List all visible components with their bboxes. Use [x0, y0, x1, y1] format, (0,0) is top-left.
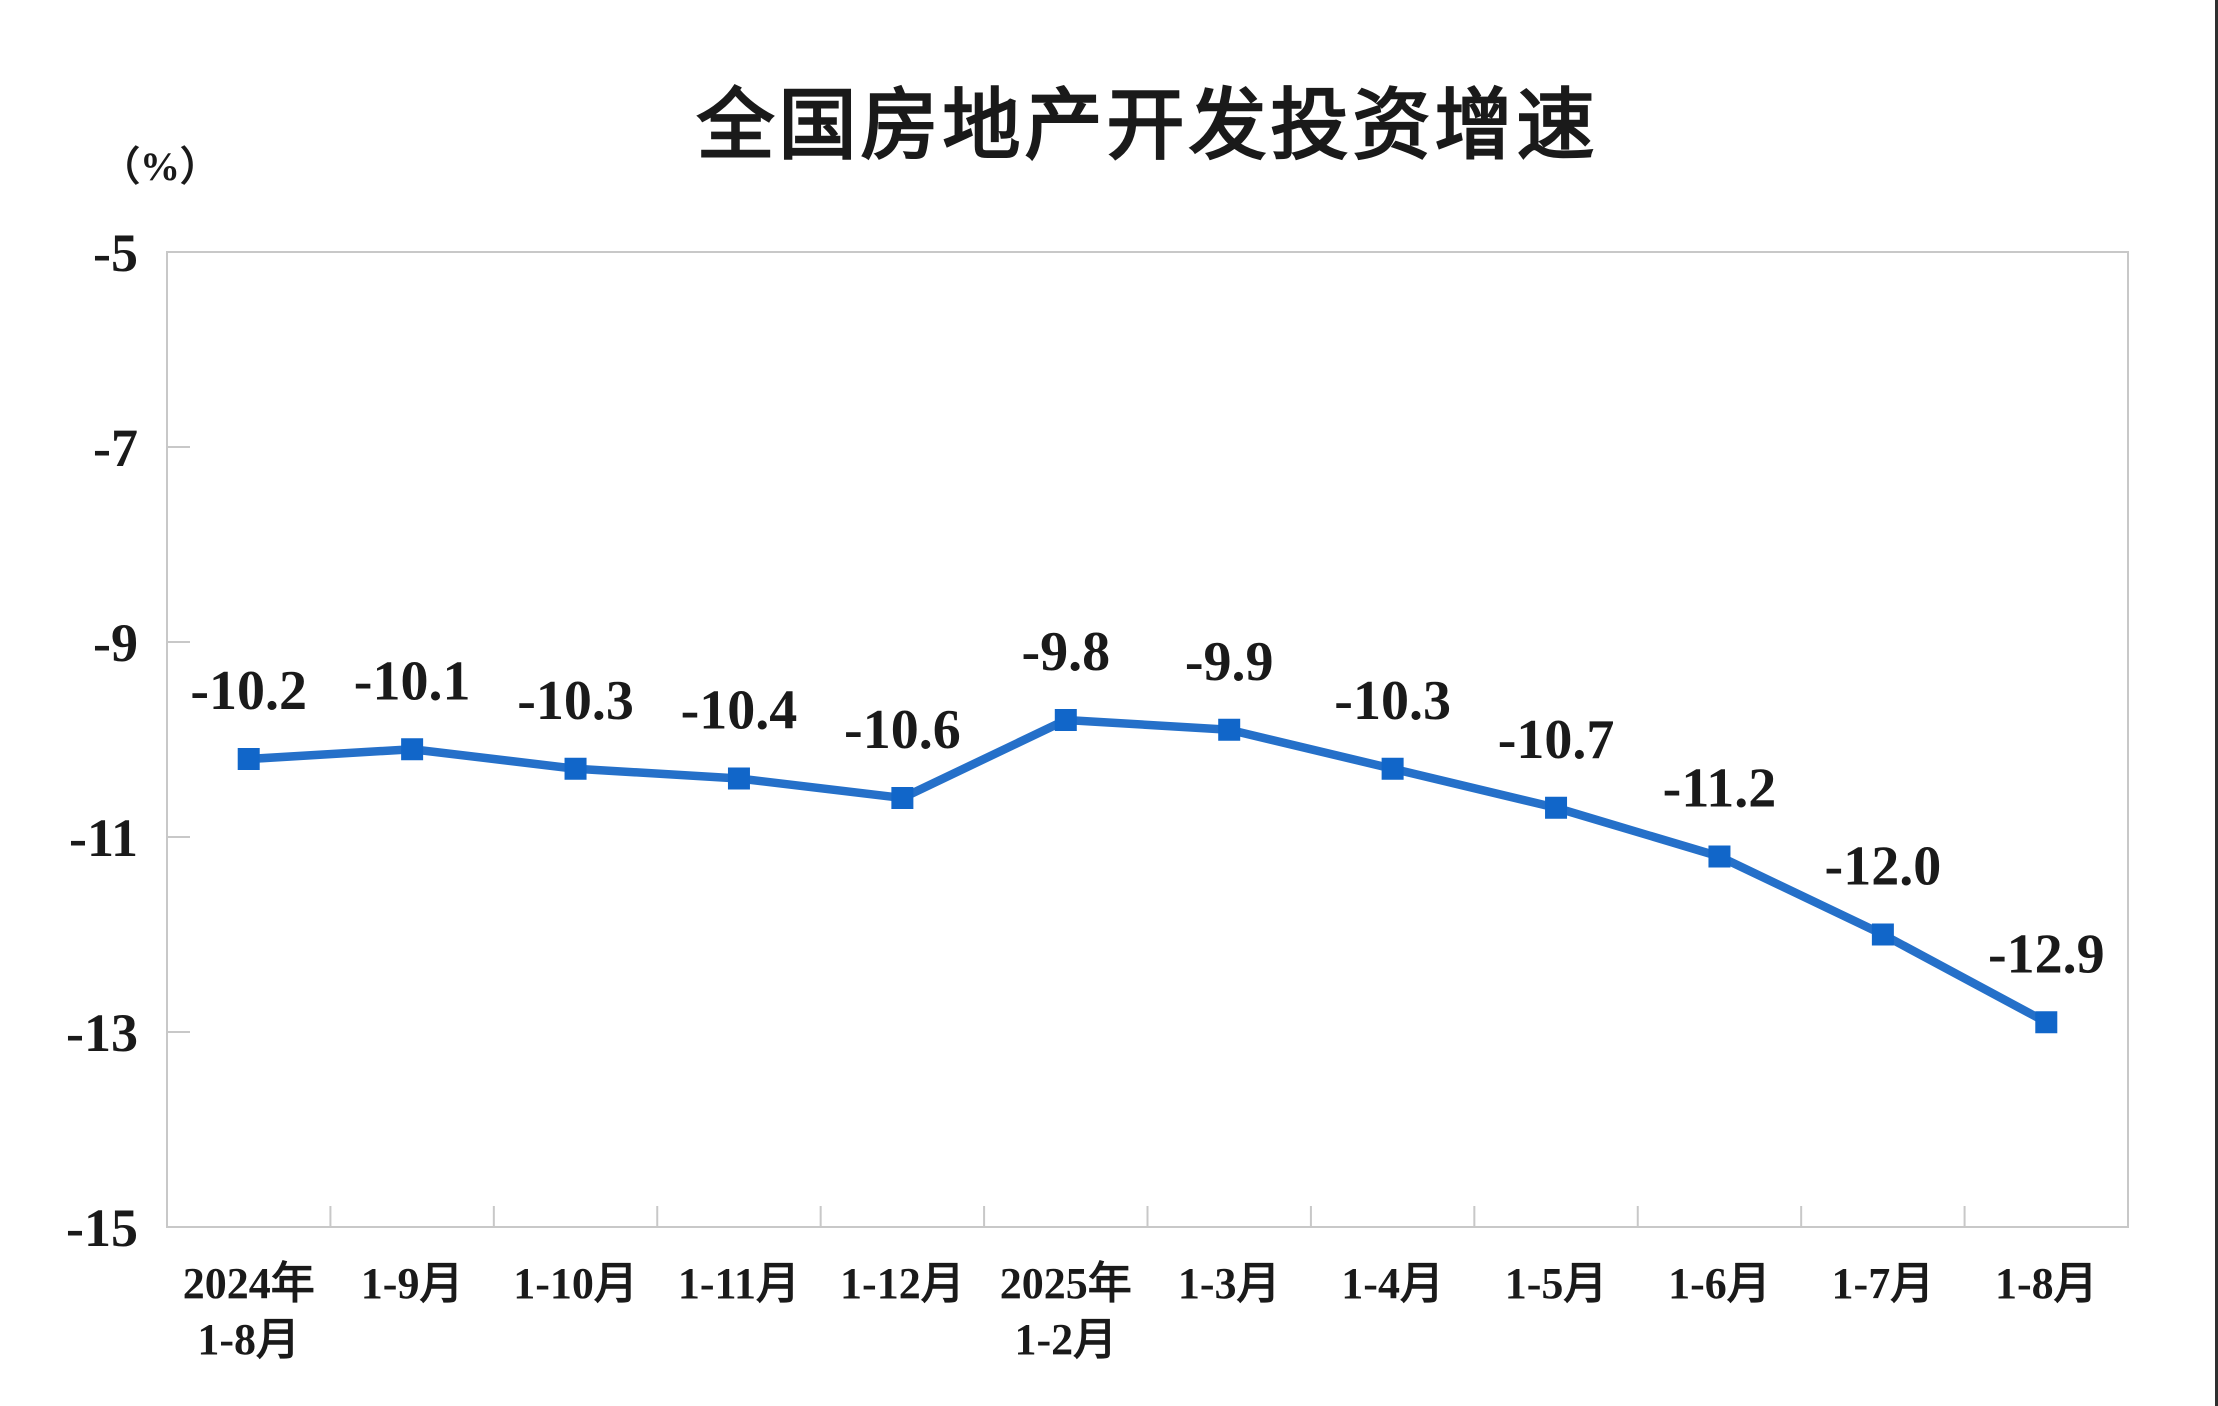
data-point-label: -10.6 [844, 699, 961, 761]
data-point-label: -12.9 [1988, 923, 2105, 985]
data-point-marker [401, 738, 424, 761]
data-point-label: -10.7 [1498, 709, 1615, 771]
data-point-marker [1218, 718, 1241, 741]
y-axis-tick-label: -15 [66, 1198, 138, 1258]
data-point-label: -10.3 [1334, 670, 1451, 732]
x-axis-category-label: 2025年 [1000, 1259, 1132, 1308]
x-axis-category-label: 1-11月 [678, 1259, 800, 1308]
data-point-label: -10.3 [517, 670, 634, 732]
x-axis-category-label: 1-7月 [1832, 1259, 1935, 1308]
x-axis-category-label: 1-8月 [1995, 1259, 2098, 1308]
x-axis-category-label: 1-2月 [1014, 1315, 1117, 1364]
y-axis-tick-label: -13 [66, 1003, 138, 1063]
chart-title: 全国房地产开发投资增速 [696, 81, 1599, 169]
data-point-label: -9.8 [1021, 621, 1110, 683]
data-point-marker [1871, 923, 1894, 946]
y-axis-tick-label: -9 [93, 613, 138, 673]
data-point-label: -9.9 [1185, 631, 1274, 693]
data-point-marker [1708, 845, 1731, 868]
data-point-marker [1545, 796, 1568, 819]
data-point-marker [891, 787, 914, 809]
data-point-marker [1381, 757, 1404, 780]
y-axis-tick-label: -5 [93, 223, 138, 283]
data-point-marker [2035, 1011, 2058, 1034]
x-axis-category-label: 1-5月 [1505, 1259, 1608, 1308]
y-axis-unit-label: （%） [100, 144, 220, 189]
x-axis-category-label: 1-9月 [361, 1259, 464, 1308]
x-axis-category-label: 1-10月 [513, 1259, 638, 1308]
window-right-edge [2215, 0, 2218, 1406]
trend-line [244, 715, 2051, 1027]
data-point-label: -12.0 [1825, 836, 1942, 898]
x-axis-category-label: 1-3月 [1178, 1259, 1281, 1308]
x-axis-category-label: 2024年 [183, 1259, 315, 1308]
data-point-marker [727, 767, 750, 790]
data-point-marker [1054, 709, 1077, 731]
x-axis-category-label: 1-12月 [840, 1259, 965, 1308]
y-axis-tick-label: -7 [93, 418, 138, 478]
x-axis-category-label: 1-4月 [1341, 1259, 1444, 1308]
plot-frame [166, 251, 2129, 1228]
data-point-label: -10.2 [190, 660, 307, 722]
data-point-label: -11.2 [1663, 758, 1777, 820]
data-point-label: -10.1 [354, 650, 471, 712]
data-point-label: -10.4 [681, 680, 798, 742]
data-point-marker [237, 748, 260, 770]
x-axis-category-label: 1-8月 [197, 1315, 300, 1364]
x-axis-category-label: 1-6月 [1668, 1259, 1771, 1308]
data-point-marker [564, 757, 587, 780]
y-axis-tick-label: -11 [69, 808, 138, 868]
